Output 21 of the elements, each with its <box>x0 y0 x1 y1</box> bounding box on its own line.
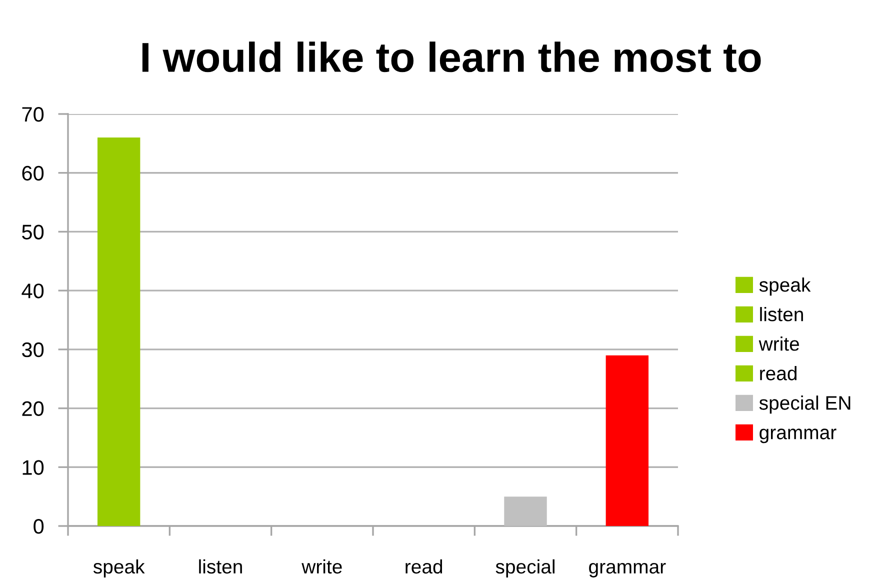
y-tick-label: 30 <box>22 342 44 358</box>
legend-label: speak <box>759 278 811 296</box>
x-tick-label: special <box>496 559 554 578</box>
chart-title: I would like to learn the most to <box>142 42 761 72</box>
y-tick-label: 70 <box>22 107 44 122</box>
x-tick-label: grammar <box>589 562 666 578</box>
y-tick-label: 40 <box>22 284 44 298</box>
legend-label: grammar <box>760 428 836 444</box>
x-tick-label: listen <box>199 559 242 574</box>
legend-label: read <box>760 366 796 380</box>
x-tick-label: write <box>302 559 342 574</box>
x-tick-label: speak <box>93 559 145 578</box>
legend-label: special EN <box>759 396 850 414</box>
y-tick-label: 50 <box>22 224 44 240</box>
legend-label: write <box>758 336 800 351</box>
x-tick-label: read <box>406 559 442 574</box>
y-tick-label: 10 <box>22 460 44 475</box>
legend-label: listen <box>760 307 803 322</box>
y-tick-label: 0 <box>34 519 44 534</box>
y-tick-label: 20 <box>22 401 44 416</box>
y-tick-label: 60 <box>22 166 44 181</box>
